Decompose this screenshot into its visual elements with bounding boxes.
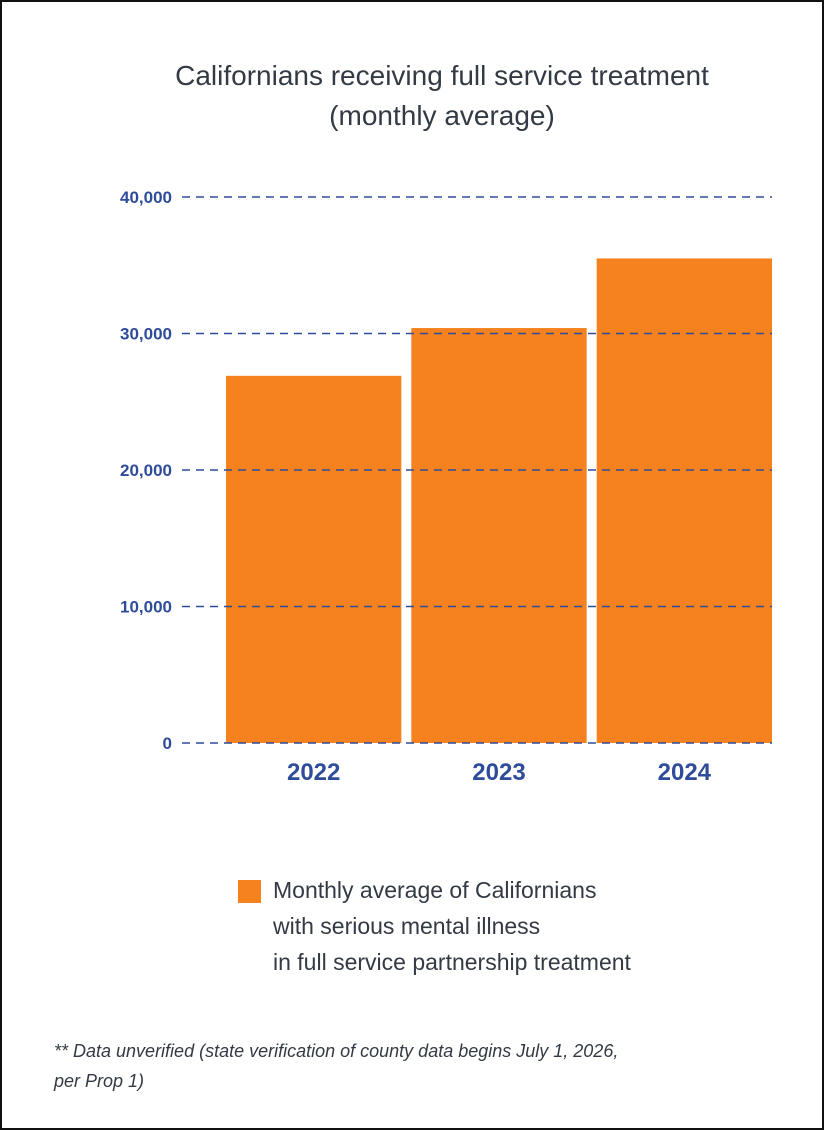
chart-title-line-2: (monthly average) bbox=[329, 100, 555, 131]
y-tick-label-0: 0 bbox=[163, 734, 172, 753]
y-tick-label-20000: 20,000 bbox=[120, 461, 172, 480]
legend-label-line-2: with serious mental illness bbox=[273, 913, 541, 939]
legend-label: Monthly average of Californians with ser… bbox=[273, 872, 793, 980]
bar-2023 bbox=[411, 328, 587, 743]
bar-chart: 2022 2023 2024 0 10,000 20,000 30,000 40,000 bbox=[120, 188, 772, 786]
legend-swatch bbox=[238, 880, 261, 903]
x-tick-label-2024: 2024 bbox=[658, 759, 712, 786]
bar-2024 bbox=[596, 258, 772, 743]
footnote-line-1: ** Data unverified (state verification o… bbox=[54, 1041, 619, 1061]
x-tick-label-2022: 2022 bbox=[287, 759, 340, 786]
legend-label-line-3: in full service partnership treatment bbox=[273, 949, 631, 975]
footnote: ** Data unverified (state verification o… bbox=[54, 1036, 774, 1096]
footnote-line-2: per Prop 1) bbox=[54, 1071, 145, 1091]
y-tick-label-40000: 40,000 bbox=[120, 188, 172, 207]
x-tick-label-2023: 2023 bbox=[472, 759, 525, 786]
y-tick-label-30000: 30,000 bbox=[120, 325, 172, 344]
legend-label-line-1: Monthly average of Californians bbox=[273, 877, 597, 903]
chart-title: Californians receiving full service trea… bbox=[0, 56, 824, 136]
chart-title-line-1: Californians receiving full service trea… bbox=[175, 60, 709, 91]
bar-2022 bbox=[226, 375, 402, 743]
y-tick-label-10000: 10,000 bbox=[120, 598, 172, 617]
